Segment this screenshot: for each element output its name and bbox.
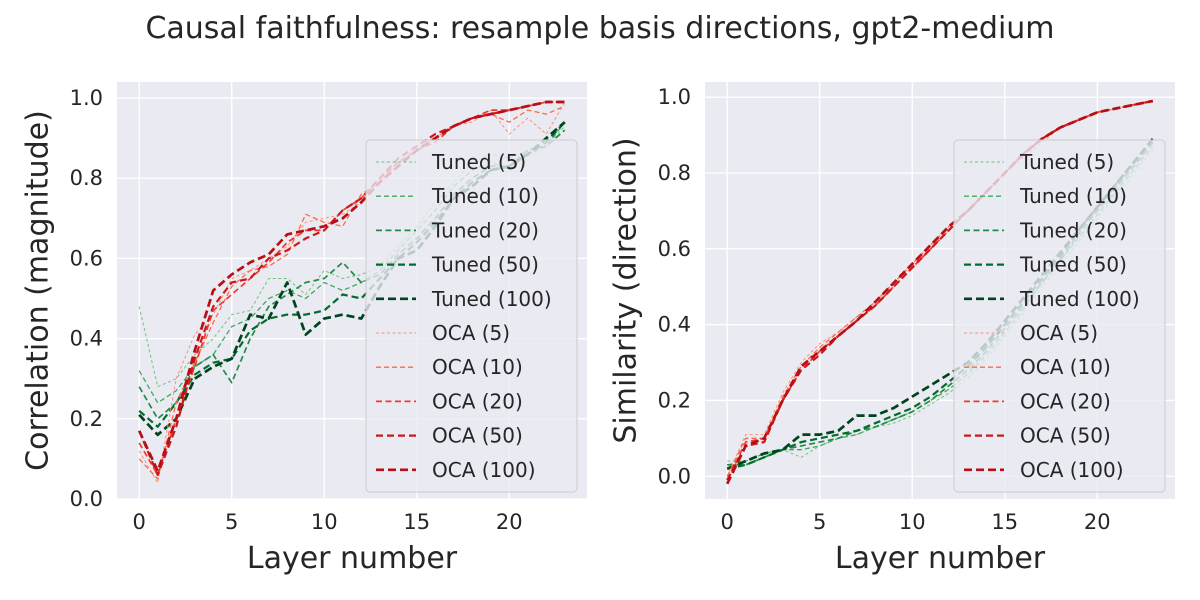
figure-title: Causal faithfulness: resample basis dire… — [145, 11, 1054, 46]
legend-label: Tuned (100) — [1019, 287, 1140, 311]
legend-label: OCA (20) — [1020, 389, 1111, 413]
x-tick-label: 5 — [813, 510, 826, 534]
y-tick-label: 0.6 — [658, 237, 691, 261]
legend-label: OCA (5) — [1020, 321, 1098, 345]
x-tick-label: 20 — [496, 510, 523, 534]
y-tick-label: 0.4 — [70, 327, 103, 351]
legend-label: OCA (50) — [432, 424, 523, 448]
y-tick-label: 0.0 — [70, 487, 103, 511]
x-axis-label: Layer number — [247, 541, 458, 576]
legend-label: OCA (100) — [1020, 458, 1124, 482]
legend-label: Tuned (100) — [431, 287, 552, 311]
legend — [953, 139, 1166, 493]
x-tick-label: 0 — [133, 510, 146, 534]
y-tick-label: 0.0 — [658, 464, 691, 488]
series-line-tuned-5 — [727, 149, 1154, 462]
series-line-oca-100 — [137, 100, 565, 473]
legend-label: Tuned (50) — [431, 253, 539, 277]
x-tick-label: 15 — [403, 510, 430, 534]
chart-panel-right: 0 5 10 15 20 0.0 0.2 0.4 0.6 0.8 1.0 Layer number Si… — [609, 82, 1175, 576]
series-line-oca-100 — [725, 99, 1154, 485]
x-axis-label: Layer number — [835, 541, 1046, 576]
y-tick-label: 0.2 — [658, 388, 691, 412]
legend-label: Tuned (5) — [1019, 150, 1114, 174]
legend-label: Tuned (20) — [431, 218, 539, 242]
legend-label: OCA (50) — [1020, 424, 1111, 448]
legend-label: Tuned (5) — [431, 150, 526, 174]
legend-label: OCA (20) — [432, 389, 523, 413]
y-axis-label: Similarity (direction) — [609, 137, 644, 443]
x-tick-label: 0 — [721, 510, 734, 534]
y-tick-label: 0.8 — [70, 166, 103, 190]
series-line-oca-10 — [726, 100, 1153, 477]
legend-label: Tuned (10) — [431, 184, 539, 208]
y-tick-label: 1.0 — [70, 86, 103, 110]
legend-label: Tuned (20) — [1019, 218, 1127, 242]
y-tick-label: 0.2 — [70, 407, 103, 431]
y-tick-label: 0.4 — [658, 313, 691, 337]
legend-label: Tuned (50) — [1019, 253, 1127, 277]
x-tick-label: 20 — [1084, 510, 1111, 534]
legend-label: OCA (10) — [432, 355, 523, 379]
legend-label: Tuned (10) — [1019, 184, 1127, 208]
x-tick-label: 10 — [899, 510, 926, 534]
y-tick-label: 1.0 — [658, 85, 691, 109]
chart-panel-left: 0 5 10 15 20 0.0 0.2 0.4 0.6 0.8 1.0 Layer number Co… — [21, 82, 587, 576]
x-tick-label: 5 — [225, 510, 238, 534]
x-tick-label: 15 — [991, 510, 1018, 534]
series-line-oca-50 — [138, 100, 565, 476]
y-tick-label: 0.8 — [658, 161, 691, 185]
legend-label: OCA (5) — [432, 321, 510, 345]
legend-label: OCA (10) — [1020, 355, 1111, 379]
y-axis-label: Correlation (magnitude) — [21, 110, 56, 471]
legend-label: OCA (100) — [432, 458, 536, 482]
x-tick-label: 10 — [311, 510, 338, 534]
y-tick-label: 0.6 — [70, 246, 103, 270]
series-line-tuned-50 — [138, 121, 566, 428]
legend — [365, 139, 578, 493]
